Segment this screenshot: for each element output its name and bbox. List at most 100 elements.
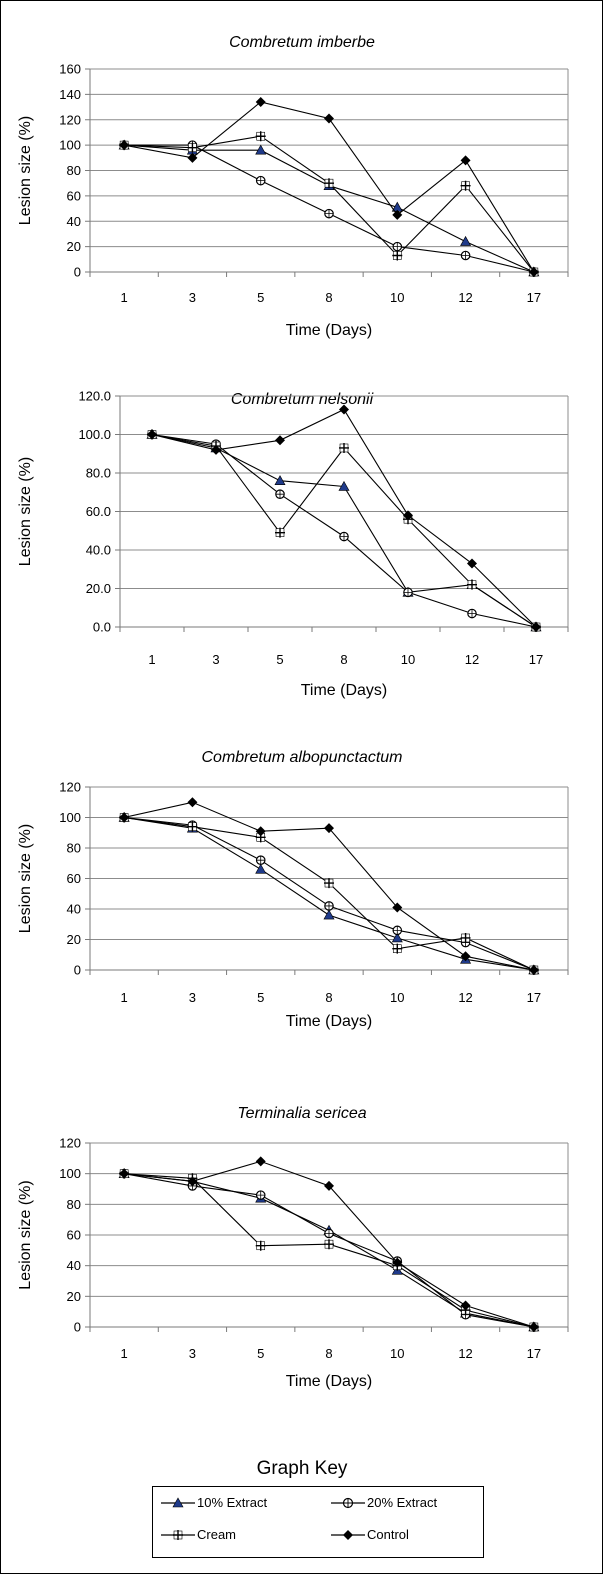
data-point-10-extract [255,144,267,155]
y-tick-label: 0 [74,1320,81,1335]
x-tick-label: 1 [148,652,155,667]
data-point-cream [324,878,334,889]
series-control [119,797,539,975]
y-axis-title: Lesion size (%) [17,116,34,225]
x-tick-label: 8 [340,652,347,667]
data-point-cream [392,943,403,954]
data-point-control [211,444,221,455]
series-control [119,1156,539,1332]
x-tick-label: 8 [325,1346,332,1361]
y-tick-label: 40.0 [86,543,111,558]
x-tick-label: 10 [390,1346,404,1361]
y-tick-label: 80 [67,1197,81,1212]
y-tick-label: 20 [67,1289,81,1304]
legend-entry-20-extract: 20% Extract [331,1495,437,1510]
data-point-20-extract [403,587,413,598]
data-point-cream [460,180,471,191]
chart-title: Terminalia sericea [237,1105,366,1122]
data-point-10-extract [460,235,472,246]
data-point-10-extract [274,475,286,485]
data-point-cream [324,1239,334,1250]
data-point-control [147,429,157,440]
data-point-control [528,267,539,277]
x-tick-label: 5 [257,1346,264,1361]
diamond-marker-icon [331,1529,365,1540]
series-10-extract [118,811,540,975]
y-tick-label: 60 [67,1228,81,1243]
data-point-control [255,826,266,837]
data-point-control [187,797,198,808]
series-line-cream [124,816,535,971]
series-line-10-extract [124,144,535,273]
x-tick-label: 5 [257,990,264,1005]
data-point-control [119,812,130,823]
x-tick-label: 8 [325,990,332,1005]
data-point-control [528,965,539,975]
x-tick-label: 3 [212,652,219,667]
y-tick-label: 80 [67,163,81,178]
x-tick-label: 3 [189,290,196,305]
series-20-extract [119,140,539,277]
legend-entry-control: Control [331,1527,409,1542]
x-tick-label: 10 [401,652,415,667]
y-tick-label: 160 [59,62,81,77]
series-line-20-extract [124,816,535,971]
chart-combretum-nelsonii: Combretum nelsonii 0.0 20.0 40.0 60.0 80.0 100… [17,389,569,699]
y-tick-label: 20 [67,239,81,254]
data-point-20-extract [255,1190,266,1200]
x-axis-title: Time (Days) [301,682,388,699]
legend-label-control: Control [367,1527,409,1542]
y-tick-label: 80.0 [86,466,111,481]
data-point-20-extract [460,250,471,261]
legend-label-cream: Cream [197,1527,237,1542]
data-point-20-extract [255,175,266,186]
data-point-10-extract [255,863,267,874]
y-tick-label: 120 [59,1136,81,1151]
data-point-10-extract [338,480,350,491]
y-tick-label: 0 [74,963,81,978]
series-cream [119,1168,539,1332]
chart-title: Combretum albopunctactum [202,749,403,766]
data-point-cream [187,142,198,153]
y-tick-label: 120.0 [78,389,111,404]
series-line-10-extract [124,816,534,971]
y-tick-label: 20.0 [86,581,111,596]
legend-entry-10-extract: 10% Extract [161,1495,267,1510]
series-line-20-extract [124,144,535,273]
y-tick-label: 60 [67,871,81,886]
series-10-extract [118,1168,540,1332]
data-point-control [460,155,471,166]
series-line-20-extract [124,1173,534,1328]
data-point-control [324,113,334,124]
series-control [147,404,541,632]
y-tick-label: 100 [59,1166,81,1181]
y-tick-label: 60.0 [86,504,111,519]
x-tick-label: 17 [529,652,543,667]
data-point-20-extract [339,531,349,542]
series-line-20-extract [151,433,537,628]
y-tick-label: 80 [67,841,81,856]
legend-label-20-extract: 20% Extract [367,1495,438,1510]
data-point-20-extract [275,489,285,499]
data-point-control [119,1168,130,1179]
data-point-20-extract [467,608,477,619]
y-tick-label: 60 [67,188,81,203]
x-tick-label: 10 [390,290,404,305]
data-point-control [531,622,541,632]
y-axis-title: Lesion size (%) [17,1180,34,1289]
data-point-10-extract [323,909,335,920]
chart-title: Combretum imberbe [229,34,375,51]
series-20-extract [119,812,539,975]
y-tick-label: 140 [59,87,81,102]
y-tick-label: 40 [67,214,81,229]
x-tick-label: 12 [458,990,472,1005]
legend-entry-cream: Cream [161,1527,236,1542]
chart-terminalia-sericea: Terminalia sericea 0 20 40 60 80 100 120 1 3 5 8 10 1… [17,1105,569,1390]
y-tick-label: 20 [67,932,81,947]
series-20-extract [119,1168,539,1332]
x-tick-label: 3 [189,1346,196,1361]
data-point-10-extract [391,932,403,943]
y-tick-label: 120 [59,112,81,127]
data-point-control [275,435,285,446]
data-point-control [187,152,198,163]
